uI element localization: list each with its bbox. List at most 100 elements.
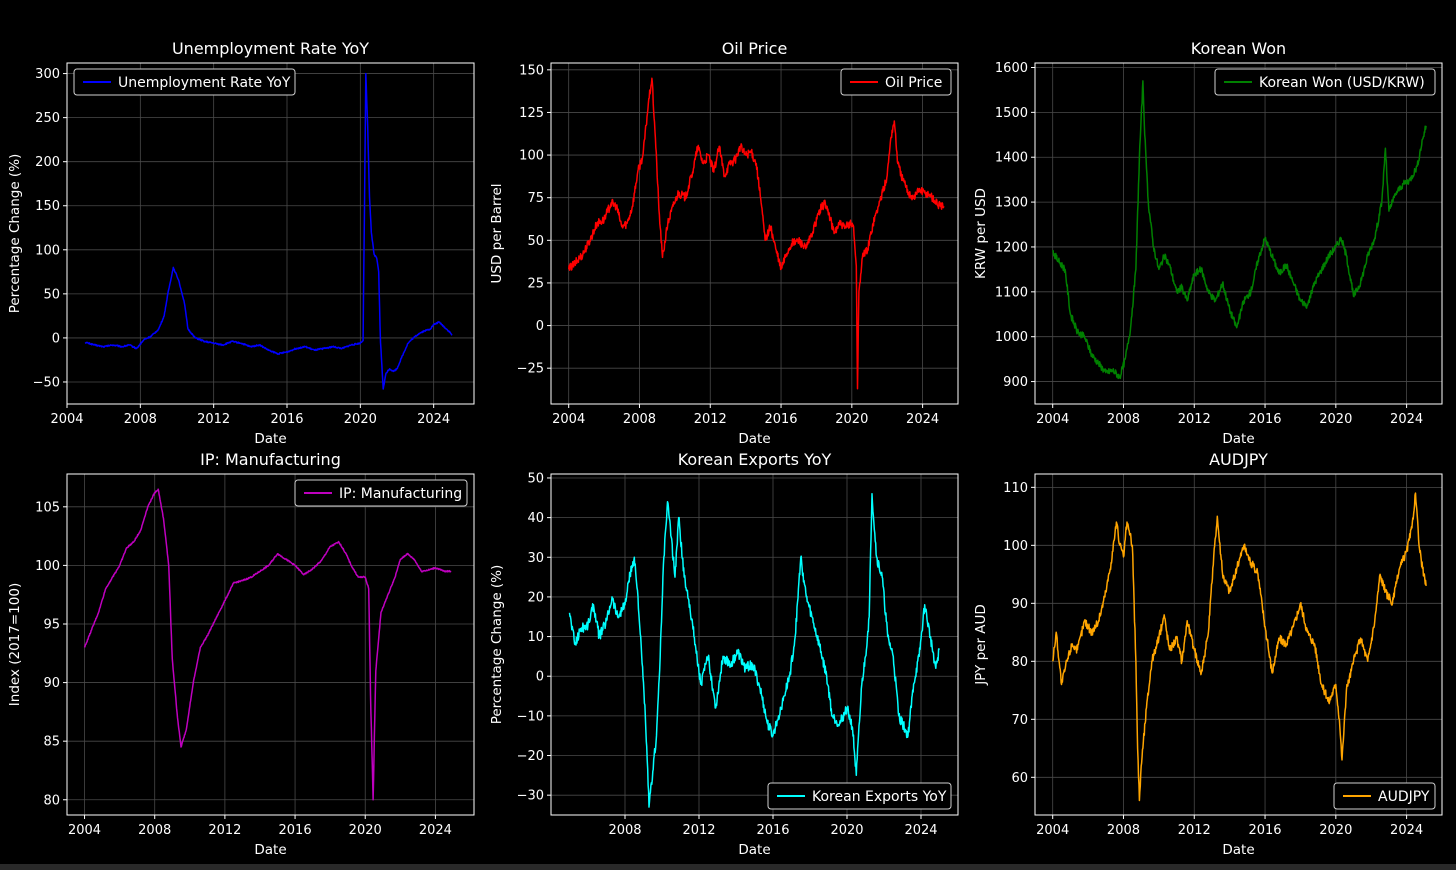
legend: Oil Price <box>840 68 952 96</box>
x-tick-label: 2020 <box>835 412 868 427</box>
y-tick-label: 10 <box>527 630 544 645</box>
legend: Korean Won (USD/KRW) <box>1214 68 1436 96</box>
x-tick-label: 2020 <box>1319 412 1352 427</box>
y-tick-label: 300 <box>35 67 60 82</box>
x-tick-label: 2004 <box>1036 823 1069 838</box>
y-tick-label: 60 <box>1011 771 1028 786</box>
legend-label: IP: Manufacturing <box>339 486 462 502</box>
x-tick-label: 2024 <box>419 823 452 838</box>
y-tick-label: 25 <box>527 276 544 291</box>
x-tick-label: 2020 <box>349 823 382 838</box>
y-tick-label: 1600 <box>995 61 1028 76</box>
series-line <box>84 72 453 390</box>
y-tick-label: 200 <box>35 155 60 170</box>
x-tick-label: 2004 <box>50 412 83 427</box>
x-tick-label: 2024 <box>904 823 937 838</box>
x-axis-label: Date <box>254 842 286 858</box>
y-tick-label: 50 <box>43 287 60 302</box>
chart-panel-6: AUDJPY 2004 2008 2012 2016 2020 2024 60 70 80 90 10… <box>973 450 1443 858</box>
legend-box <box>73 68 296 96</box>
y-axis-label: Percentage Change (%) <box>489 565 505 725</box>
chart-panel-2: Oil Price 2004 2008 2012 2016 2020 2024 −25 0 25 5… <box>489 39 959 447</box>
legend-box <box>1333 782 1436 810</box>
x-tick-label: 2008 <box>138 823 171 838</box>
x-tick-label: 2008 <box>124 412 157 427</box>
x-tick-label: 2004 <box>552 412 585 427</box>
y-tick-label: 80 <box>43 793 60 808</box>
y-tick-label: 75 <box>527 191 544 206</box>
x-tick-label: 2016 <box>1248 823 1281 838</box>
y-axis-label: USD per Barrel <box>489 183 505 283</box>
chart-panel-1: Unemployment Rate YoY 2004 2008 2012 2016 202… <box>7 39 475 447</box>
y-tick-label: −30 <box>517 789 544 804</box>
y-tick-label: 150 <box>519 63 544 78</box>
chart-panel-3: Korean Won 2004 2008 2012 2016 2020 2024 900 100… <box>973 39 1443 447</box>
chart-title: Oil Price <box>722 39 788 58</box>
legend-box <box>767 782 952 810</box>
x-tick-label: 2020 <box>1319 823 1352 838</box>
y-tick-label: 100 <box>519 149 544 164</box>
legend: Korean Exports YoY <box>767 782 952 810</box>
legend-label: Korean Exports YoY <box>812 789 947 805</box>
x-tick-label: 2024 <box>1390 823 1423 838</box>
x-tick-label: 2012 <box>1178 823 1211 838</box>
x-tick-label: 2012 <box>208 823 241 838</box>
y-tick-label: 40 <box>527 511 544 526</box>
y-tick-label: 95 <box>43 617 60 632</box>
y-tick-label: 0 <box>536 319 544 334</box>
series-line <box>1051 492 1427 802</box>
x-tick-label: 2020 <box>830 823 863 838</box>
y-tick-label: 110 <box>1003 481 1028 496</box>
axes-frame <box>550 62 959 405</box>
chart-title: AUDJPY <box>1209 450 1268 469</box>
legend-label: Unemployment Rate YoY <box>118 75 291 91</box>
y-axis-label: JPY per AUD <box>973 604 989 686</box>
x-tick-label: 2008 <box>1107 412 1140 427</box>
x-tick-label: 2024 <box>417 412 450 427</box>
y-tick-label: 1200 <box>995 240 1028 255</box>
taskbar-strip <box>0 864 1456 870</box>
legend-box <box>294 479 468 507</box>
x-tick-label: 2016 <box>756 823 789 838</box>
y-tick-label: 90 <box>1011 597 1028 612</box>
y-tick-label: 1300 <box>995 196 1028 211</box>
y-tick-label: 1500 <box>995 106 1028 121</box>
y-axis-label: Index (2017=100) <box>7 583 23 706</box>
y-tick-label: 1100 <box>995 285 1028 300</box>
x-tick-label: 2024 <box>1390 412 1423 427</box>
x-tick-label: 2008 <box>1107 823 1140 838</box>
x-axis-label: Date <box>738 431 770 447</box>
x-tick-label: 2008 <box>608 823 641 838</box>
chart-title: Korean Won <box>1191 39 1286 58</box>
chart-title: IP: Manufacturing <box>200 450 341 469</box>
x-axis-label: Date <box>1222 842 1254 858</box>
y-tick-label: −20 <box>517 749 544 764</box>
axes-frame <box>66 62 475 405</box>
y-tick-label: 900 <box>1003 375 1028 390</box>
x-tick-label: 2016 <box>270 412 303 427</box>
y-tick-label: 125 <box>519 106 544 121</box>
y-tick-label: −25 <box>517 362 544 377</box>
y-tick-label: −10 <box>517 709 544 724</box>
x-tick-label: 2020 <box>344 412 377 427</box>
chart-panel-5: Korean Exports YoY 2008 2012 2016 2020 2024 −3… <box>489 450 959 858</box>
x-tick-label: 2016 <box>1248 412 1281 427</box>
series-line <box>1052 80 1427 380</box>
y-tick-label: 1400 <box>995 151 1028 166</box>
x-axis-label: Date <box>254 431 286 447</box>
y-tick-label: 80 <box>1011 655 1028 670</box>
axes-frame <box>550 473 959 816</box>
y-tick-label: 150 <box>35 199 60 214</box>
legend-label: AUDJPY <box>1378 789 1430 805</box>
chart-panel-4: IP: Manufacturing 2004 2008 2012 2016 2020 202… <box>7 450 475 858</box>
x-tick-label: 2024 <box>906 412 939 427</box>
y-axis-label: KRW per USD <box>973 188 989 279</box>
series-line <box>83 488 452 801</box>
y-tick-label: 250 <box>35 111 60 126</box>
x-axis-label: Date <box>738 842 770 858</box>
axes-frame <box>1034 62 1443 405</box>
x-tick-label: 2012 <box>694 412 727 427</box>
y-tick-label: −50 <box>33 375 60 390</box>
legend-box <box>1214 68 1436 96</box>
